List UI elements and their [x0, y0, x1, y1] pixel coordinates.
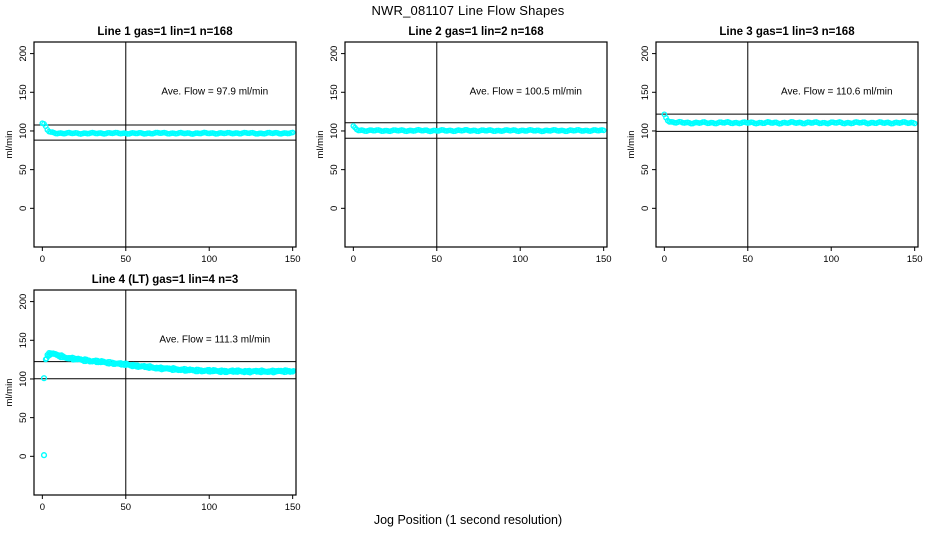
avg-flow-annotation: Ave. Flow = 97.9 ml/min — [161, 86, 268, 97]
plot-box — [33, 41, 297, 248]
flow-point — [911, 120, 918, 127]
x-tick-label: 100 — [512, 254, 528, 265]
panel-title: Line 1 gas=1 lin=1 n=168 — [97, 26, 233, 38]
flow-point — [600, 127, 607, 134]
plot-box — [655, 41, 919, 248]
x-tick-label: 0 — [351, 254, 356, 265]
data-points — [40, 350, 297, 459]
y-axis-unit-label: ml/min — [4, 131, 15, 159]
y-tick-label: 100 — [640, 123, 651, 139]
x-tick-label: 150 — [907, 254, 923, 265]
y-tick-label: 200 — [18, 46, 29, 62]
x-tick-label: 100 — [201, 254, 217, 265]
data-points — [39, 120, 296, 137]
x-axis-label: Jog Position (1 second resolution) — [373, 513, 563, 527]
y-tick-label: 150 — [640, 84, 651, 100]
y-tick-label: 200 — [329, 46, 340, 62]
y-tick-label: 200 — [18, 294, 29, 310]
y-axis-unit-label: ml/min — [315, 131, 326, 159]
y-tick-label: 150 — [18, 332, 29, 348]
y-tick-label: 0 — [18, 454, 29, 459]
avg-flow-annotation: Ave. Flow = 111.3 ml/min — [159, 334, 270, 345]
outlier-point — [40, 375, 48, 382]
panel-title: Line 2 gas=1 lin=2 n=168 — [408, 26, 544, 38]
panel-2: 0 50 100 150 0 50 100 150 200 ml/min Line 2 gas=1 … — [315, 26, 612, 265]
panel-title: Line 3 gas=1 lin=3 n=168 — [719, 26, 855, 38]
y-tick-label: 100 — [18, 371, 29, 387]
x-tick-label: 100 — [823, 254, 839, 265]
x-tick-label: 0 — [40, 502, 45, 513]
x-tick-label: 0 — [40, 254, 45, 265]
y-axis-unit-label: ml/min — [626, 131, 637, 159]
y-axis-unit-label: ml/min — [4, 379, 15, 407]
data-points — [661, 111, 918, 127]
x-tick-label: 50 — [431, 254, 442, 265]
y-tick-label: 0 — [640, 206, 651, 211]
panel-3: 0 50 100 150 0 50 100 150 200 ml/min Line 3 gas=1 … — [626, 26, 923, 265]
flow-point — [289, 368, 296, 375]
y-tick-label: 100 — [329, 123, 340, 139]
x-tick-label: 50 — [120, 502, 131, 513]
x-tick-label: 150 — [285, 502, 301, 513]
x-tick-label: 150 — [596, 254, 612, 265]
x-tick-label: 100 — [201, 502, 217, 513]
x-tick-label: 150 — [285, 254, 301, 265]
x-tick-label: 0 — [662, 254, 667, 265]
data-points — [350, 123, 607, 135]
y-tick-label: 150 — [18, 84, 29, 100]
y-tick-label: 0 — [329, 206, 340, 211]
y-tick-label: 50 — [18, 164, 29, 175]
x-tick-label: 50 — [742, 254, 753, 265]
avg-flow-annotation: Ave. Flow = 100.5 ml/min — [470, 86, 582, 97]
y-tick-label: 200 — [640, 46, 651, 62]
x-tick-label: 50 — [120, 254, 131, 265]
y-tick-label: 50 — [640, 164, 651, 175]
y-tick-label: 100 — [18, 123, 29, 139]
plot-box — [33, 289, 297, 496]
panel-1: 0 50 100 150 0 50 100 150 200 ml/min Line 1 gas=1 … — [4, 26, 301, 265]
y-tick-label: 150 — [329, 84, 340, 100]
panel-title: Line 4 (LT) gas=1 lin=4 n=3 — [92, 274, 238, 286]
panel-4: 0 50 100 150 0 50 100 150 200 ml/min Line 4 (LT) g… — [4, 274, 301, 513]
flow-point — [289, 129, 296, 136]
y-tick-label: 50 — [329, 164, 340, 175]
avg-flow-annotation: Ave. Flow = 110.6 ml/min — [781, 86, 893, 97]
y-tick-label: 0 — [18, 206, 29, 211]
plot-box — [344, 41, 608, 248]
outlier-point — [40, 452, 48, 459]
figure-title: NWR_081107 Line Flow Shapes — [371, 3, 565, 18]
y-tick-label: 50 — [18, 412, 29, 423]
